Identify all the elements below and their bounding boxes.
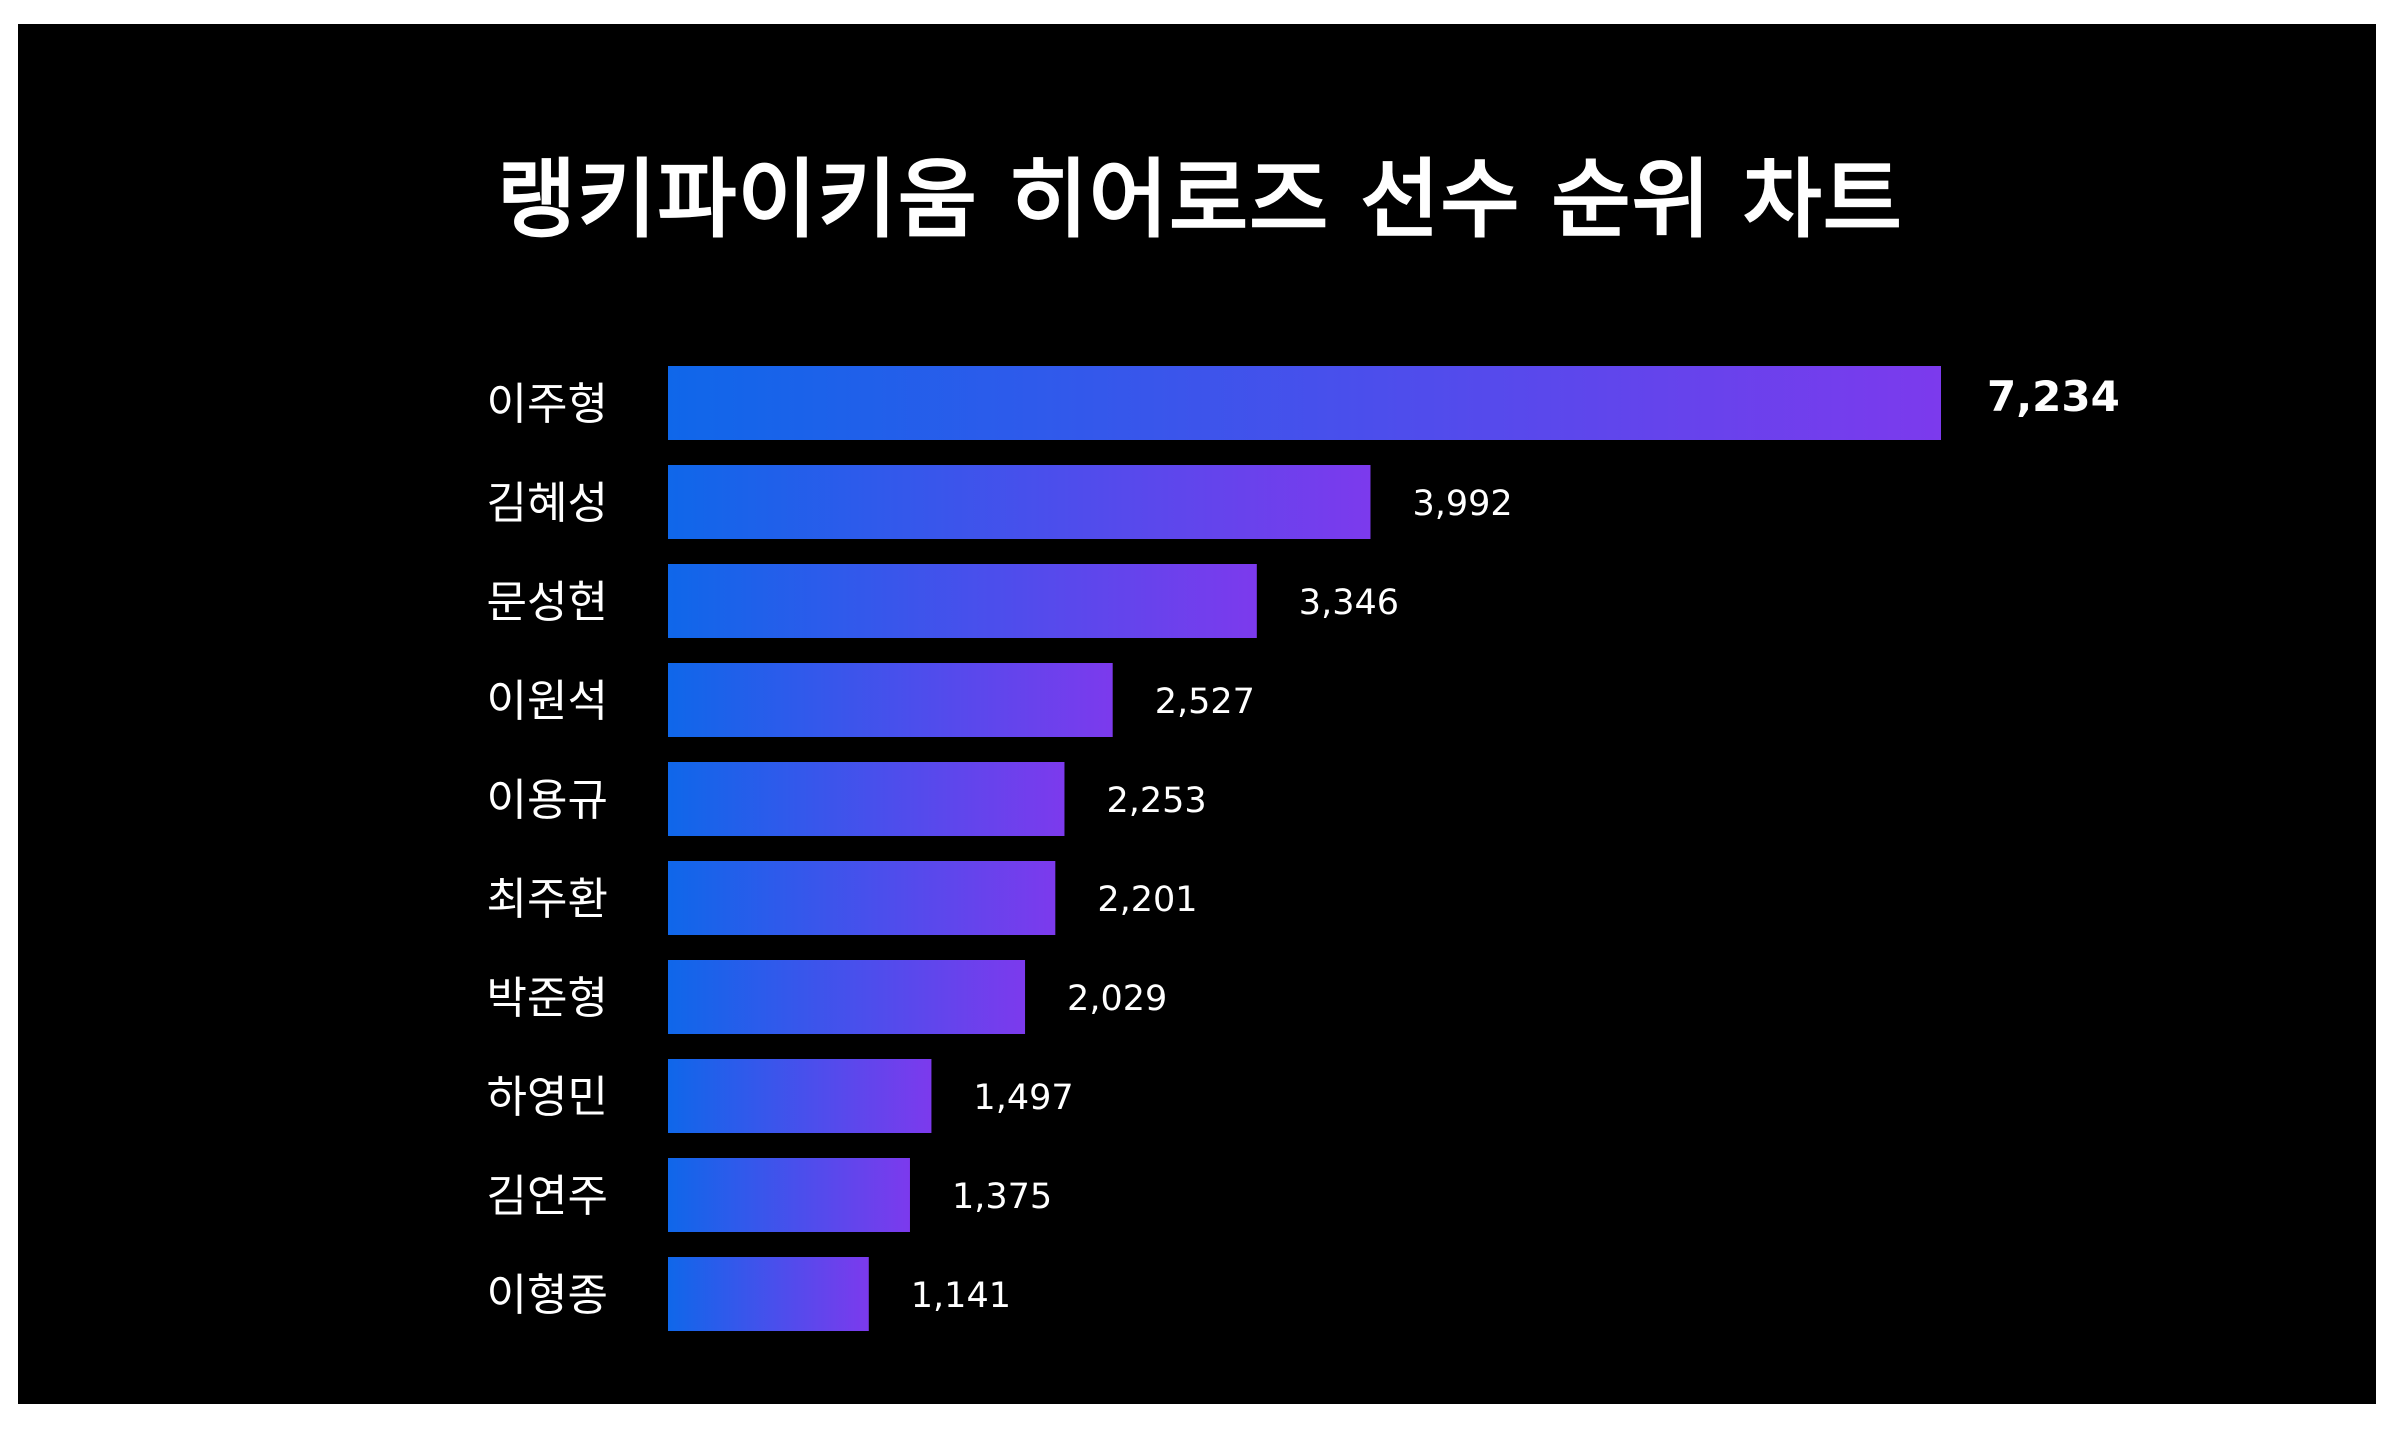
category-label: 문성현 bbox=[487, 577, 608, 628]
bar bbox=[668, 762, 1065, 836]
bar bbox=[668, 960, 1026, 1034]
value-label: 1,141 bbox=[911, 1276, 1011, 1316]
category-label: 이원석 bbox=[487, 676, 608, 727]
value-label: 2,527 bbox=[1155, 682, 1255, 722]
bar bbox=[668, 465, 1371, 539]
chart-background bbox=[18, 24, 2376, 1404]
bar bbox=[668, 366, 1941, 440]
value-label: 2,201 bbox=[1097, 880, 1197, 920]
bar bbox=[668, 1257, 869, 1331]
category-label: 김연주 bbox=[487, 1171, 608, 1222]
category-label: 최주환 bbox=[487, 874, 608, 925]
category-label: 이주형 bbox=[487, 379, 608, 430]
category-label: 하영민 bbox=[487, 1072, 608, 1123]
bar bbox=[668, 861, 1056, 935]
bar bbox=[668, 663, 1113, 737]
value-label: 2,029 bbox=[1067, 979, 1167, 1019]
bar bbox=[668, 1059, 932, 1133]
value-label: 1,375 bbox=[952, 1177, 1052, 1217]
category-label: 이형종 bbox=[487, 1270, 608, 1321]
value-label: 3,992 bbox=[1412, 484, 1512, 524]
chart-title: 랭키파이키움 히어로즈 선수 순위 차트 bbox=[497, 150, 1903, 250]
value-label: 2,253 bbox=[1106, 781, 1206, 821]
category-label: 김혜성 bbox=[487, 478, 608, 529]
bar bbox=[668, 1158, 910, 1232]
value-label: 7,234 bbox=[1987, 372, 2120, 421]
category-label: 박준형 bbox=[487, 973, 608, 1024]
category-label: 이용규 bbox=[487, 775, 608, 826]
bar bbox=[668, 564, 1257, 638]
value-label: 3,346 bbox=[1299, 583, 1399, 623]
value-label: 1,497 bbox=[973, 1078, 1073, 1118]
